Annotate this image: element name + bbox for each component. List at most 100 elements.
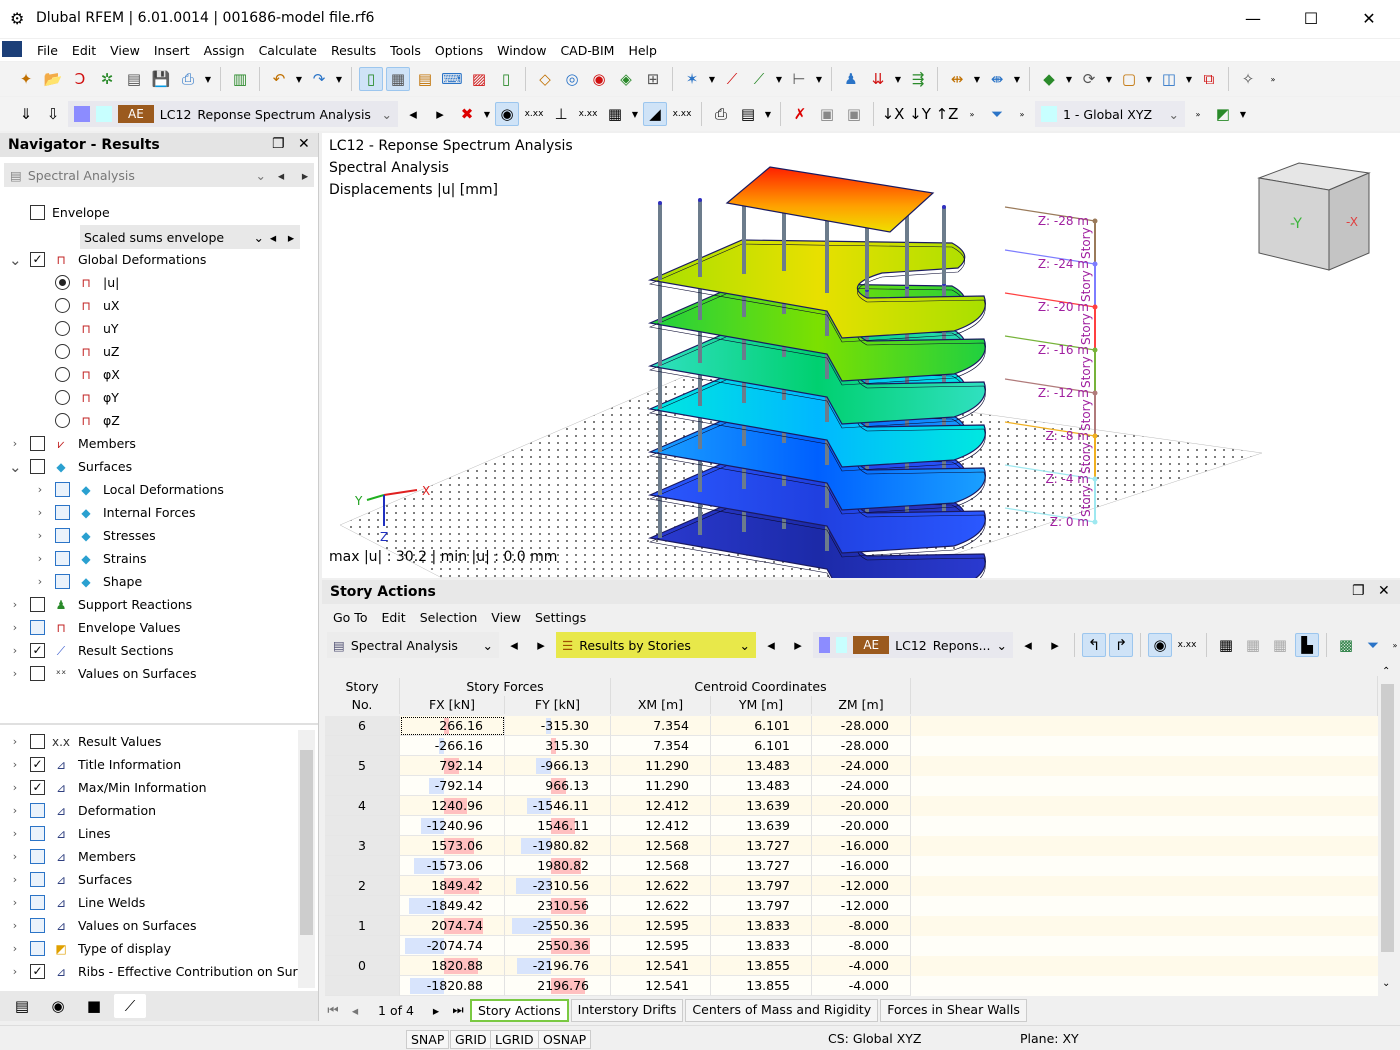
- tree-item-surfaces[interactable]: › ⊿ Surfaces: [0, 868, 298, 891]
- tree-item-shape[interactable]: › ◆ Shape: [0, 570, 298, 593]
- data-icon[interactable]: ▤: [14, 997, 30, 1015]
- distribution-icon[interactable]: ▤: [740, 105, 756, 123]
- tree-item-ribs-effective-contribution-on-surf[interactable]: › ✓ ⊿ Ribs - Effective Contribution on Surf…: [0, 960, 313, 983]
- tree-item-deformation[interactable]: › ⊿ Deformation: [0, 799, 298, 822]
- open-icon[interactable]: 📂: [43, 70, 63, 88]
- next-icon[interactable]: ▸: [794, 636, 802, 654]
- table-cell-fx[interactable]: -1820.88: [400, 976, 505, 996]
- load-icon[interactable]: ⇊: [871, 70, 885, 88]
- radio-button[interactable]: [55, 344, 70, 359]
- panel-menu-go-to[interactable]: Go To: [333, 610, 368, 625]
- table-row[interactable]: [325, 956, 1378, 976]
- table-cell-xm[interactable]: 7.354: [611, 716, 711, 736]
- table-cell-fy[interactable]: -1546.11: [505, 796, 611, 816]
- 3d-view[interactable]: LC12 - Reponse Spectrum Analysis Spectra…: [322, 133, 1400, 578]
- dimension-xx-icon[interactable]: ⇼: [990, 70, 1004, 88]
- navigator-view-icon[interactable]: ▤: [417, 70, 433, 88]
- table-row[interactable]: [325, 776, 1378, 796]
- bar-chart-icon[interactable]: ▙: [1295, 633, 1319, 657]
- table-cell-xm[interactable]: 12.595: [611, 936, 711, 956]
- table-cell-fy[interactable]: -966.13: [505, 756, 611, 776]
- checkbox[interactable]: [30, 205, 45, 220]
- table-cell-xm[interactable]: 12.595: [611, 916, 711, 936]
- previous-icon[interactable]: ◂: [409, 105, 417, 123]
- checkbox[interactable]: [30, 436, 45, 451]
- view-model-icon[interactable]: ▯: [359, 67, 383, 91]
- table-cell-fx[interactable]: -266.16: [400, 736, 505, 756]
- dimension-x-icon[interactable]: ⇹: [950, 70, 964, 88]
- table-cell-zm[interactable]: -8.000: [812, 916, 911, 936]
- checkbox[interactable]: [55, 574, 70, 589]
- tree-item-u[interactable]: ⊓ |u|: [0, 271, 298, 294]
- chevron-right-icon[interactable]: ›: [12, 621, 18, 634]
- table-cell-xm[interactable]: 12.412: [611, 816, 711, 836]
- table-row[interactable]: [325, 736, 1378, 756]
- chevron-right-icon[interactable]: ›: [37, 529, 43, 542]
- table-cell-fx[interactable]: -1573.06: [400, 856, 505, 876]
- table-cell-xm[interactable]: 12.622: [611, 896, 711, 916]
- float-panel-icon[interactable]: ❐: [1352, 583, 1365, 599]
- tree-item-values-on-surfaces[interactable]: › ⊿ Values on Surfaces: [0, 914, 298, 937]
- table-cell-fy[interactable]: -2310.56: [505, 876, 611, 896]
- tree-item-members[interactable]: › ⩗ Members: [0, 432, 298, 455]
- tree-item-values-on-surfaces[interactable]: › ˣˣ Values on Surfaces: [0, 662, 298, 685]
- menu-cad-bim[interactable]: CAD-BIM: [560, 42, 615, 58]
- table-cell-zm[interactable]: -12.000: [812, 876, 911, 896]
- tab-interstory-drifts[interactable]: Interstory Drifts: [570, 998, 684, 1022]
- save-icon[interactable]: 💾: [151, 70, 171, 88]
- node-star-icon[interactable]: ✶: [685, 70, 699, 88]
- tree-item-x[interactable]: ⊓ φX: [0, 363, 298, 386]
- checkbox[interactable]: [30, 734, 45, 749]
- more-icon[interactable]: »: [1195, 109, 1201, 119]
- checkbox[interactable]: ✓: [30, 252, 45, 267]
- table-icon[interactable]: ▦: [1218, 636, 1234, 654]
- table-cell-zm[interactable]: -16.000: [812, 836, 911, 856]
- rotate-icon[interactable]: ⟳: [1082, 70, 1096, 88]
- chevron-right-icon[interactable]: ›: [12, 942, 18, 955]
- colour-scale-icon[interactable]: ◢: [643, 102, 667, 126]
- next-icon[interactable]: ▸: [436, 105, 444, 123]
- camera-icon[interactable]: ■: [86, 997, 102, 1015]
- menu-assign[interactable]: Assign: [203, 42, 245, 58]
- panel-menu-selection[interactable]: Selection: [419, 610, 478, 625]
- table-cell-fy[interactable]: 2310.56: [505, 896, 611, 916]
- float-panel-icon[interactable]: ❐: [272, 136, 285, 152]
- dropdown-arrow-icon[interactable]: ▼: [1013, 74, 1021, 84]
- chevron-right-icon[interactable]: ›: [12, 781, 18, 794]
- checkbox[interactable]: ✓: [30, 780, 45, 795]
- table-row[interactable]: [325, 836, 1378, 856]
- table-row[interactable]: [325, 796, 1378, 816]
- chevron-right-icon[interactable]: ›: [12, 919, 18, 932]
- table-cell-ym[interactable]: 6.101: [711, 736, 812, 756]
- table-row[interactable]: [325, 896, 1378, 916]
- checkbox[interactable]: [30, 826, 45, 841]
- table-row[interactable]: [325, 716, 1378, 736]
- tree-item-global-deformations[interactable]: ⌄ ✓ ⊓ Global Deformations: [0, 248, 298, 271]
- checkbox[interactable]: [55, 482, 70, 497]
- panel-menu-view[interactable]: View: [491, 610, 521, 625]
- coordinate-system-selector[interactable]: 1 - Global XYZ ⌄: [1035, 101, 1185, 127]
- tree-item-envelope-values[interactable]: › ⊓ Envelope Values: [0, 616, 298, 639]
- table-cell-zm[interactable]: -16.000: [812, 856, 911, 876]
- undo-icon[interactable]: ↶: [272, 70, 286, 88]
- tree-item-result-values[interactable]: › x.x Result Values: [0, 730, 298, 753]
- table-cell-fx[interactable]: 2074.74: [400, 916, 505, 936]
- load-case-icon[interactable]: ⇩: [46, 105, 60, 123]
- tree-item-title-information[interactable]: › ✓ ⊿ Title Information: [0, 753, 298, 776]
- table-cell-ym[interactable]: 13.639: [711, 816, 812, 836]
- data-icon[interactable]: ▯: [501, 70, 511, 88]
- envelope-option-selector[interactable]: Scaled sums envelope ⌄ ◂ ▸: [80, 225, 300, 249]
- grid-results-icon[interactable]: ▦: [607, 105, 623, 123]
- menu-view[interactable]: View: [110, 42, 140, 58]
- cube-icon[interactable]: ◫: [1161, 70, 1177, 88]
- checkbox[interactable]: [30, 872, 45, 887]
- tree-item-uz[interactable]: ⊓ uZ: [0, 340, 298, 363]
- table-cell-ym[interactable]: 13.639: [711, 796, 812, 816]
- previous-icon[interactable]: ◂: [767, 636, 775, 654]
- tree-item-y[interactable]: ⊓ φY: [0, 386, 298, 409]
- app-menu-icon[interactable]: [2, 41, 22, 57]
- close-button[interactable]: ✕: [1362, 9, 1376, 28]
- dropdown-arrow-icon[interactable]: ▼: [894, 74, 902, 84]
- table-cell-fy[interactable]: 2196.76: [505, 976, 611, 996]
- report-icon[interactable]: ▥: [232, 70, 248, 88]
